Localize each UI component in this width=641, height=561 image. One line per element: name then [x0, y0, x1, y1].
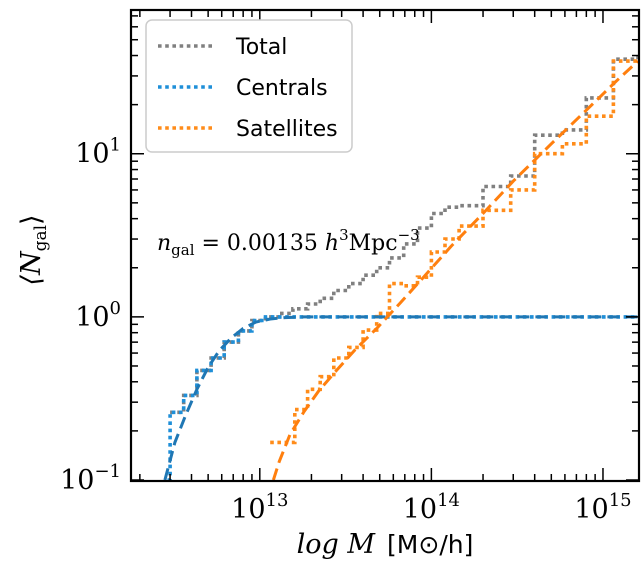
legend-label-centrals: Centrals: [236, 76, 328, 101]
series-total-step-line: [170, 55, 638, 415]
x-tick-label: 1015: [574, 490, 631, 525]
legend-items: Total Centrals Satellites: [158, 35, 338, 142]
series-centrals-step-line: [167, 315, 638, 480]
y-tick-label: 100: [75, 298, 121, 333]
x-axis-label: log M [M⊙/h]: [297, 529, 474, 560]
legend-label-satellites: Satellites: [236, 117, 338, 142]
plot-frame: [129, 8, 641, 483]
model-centrals-dashed-line: [163, 315, 638, 480]
y-axis-ticks: 10−1 100 101: [60, 15, 638, 496]
chart-marks: [163, 55, 638, 480]
x-axis-ticks: 1013 1014 1015: [139, 11, 632, 525]
model-satellites-dashed-line: [271, 59, 638, 480]
series-satellites-step-line: [270, 59, 638, 445]
y-axis-label: ⟨Ngal⟩: [16, 214, 51, 285]
ngal-annotation: ngal = 0.00135 h3Mpc−3: [157, 226, 420, 259]
legend: Total Centrals Satellites: [145, 19, 353, 153]
x-tick-label: 1013: [231, 490, 288, 525]
x-tick-label: 1014: [403, 490, 460, 525]
legend-box: [145, 19, 353, 153]
y-tick-label: 101: [75, 135, 121, 170]
legend-label-total: Total: [235, 35, 287, 60]
y-tick-label: 10−1: [60, 461, 121, 496]
